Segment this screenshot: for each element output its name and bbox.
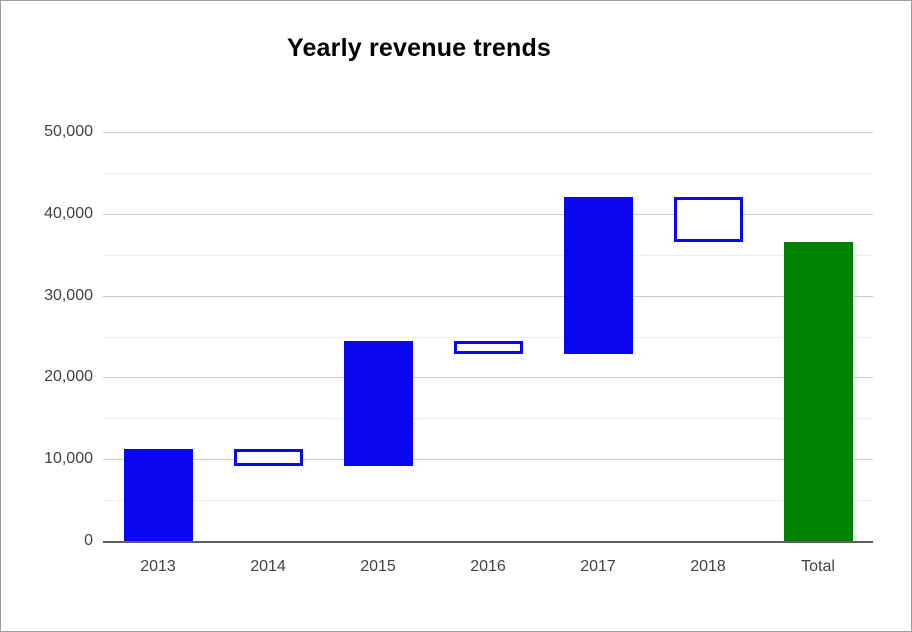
x-axis-category-label: 2015 (360, 558, 396, 575)
major-gridline (103, 295, 873, 297)
y-axis-tick-label: 0 (84, 532, 93, 549)
y-axis-tick-label: 10,000 (44, 450, 93, 468)
y-axis-tick-label: 30,000 (44, 286, 93, 304)
x-axis-category-label: 2016 (470, 558, 506, 575)
y-axis-tick-label: 20,000 (44, 368, 93, 386)
waterfall-bar-2013[interactable] (123, 448, 193, 541)
x-axis-category-label: Total (801, 558, 835, 575)
x-axis-category-label: 2014 (250, 558, 286, 575)
x-axis-category-label: 2018 (690, 558, 726, 575)
waterfall-bar-2015[interactable] (343, 340, 413, 466)
minor-gridline (103, 172, 873, 174)
waterfall-bar-2017[interactable] (563, 196, 633, 354)
minor-gridline (103, 418, 873, 420)
x-axis-category-label: 2013 (140, 558, 176, 575)
x-axis-category-label: 2017 (580, 558, 616, 575)
x-axis-line (103, 541, 873, 543)
minor-gridline (103, 254, 873, 256)
waterfall-bar-2018[interactable] (673, 196, 743, 243)
y-axis-tick-label: 50,000 (44, 123, 93, 140)
major-gridline (103, 459, 873, 461)
chart-title: Yearly revenue trends (286, 34, 552, 62)
minor-gridline (103, 336, 873, 338)
waterfall-bar-2016[interactable] (453, 340, 523, 354)
y-axis-tick-label: 40,000 (44, 204, 93, 222)
major-gridline (103, 213, 873, 215)
minor-gridline (103, 500, 873, 502)
waterfall-bar-total[interactable] (783, 242, 853, 541)
major-gridline (103, 132, 873, 133)
major-gridline (103, 377, 873, 379)
waterfall-bar-2014[interactable] (233, 448, 303, 466)
